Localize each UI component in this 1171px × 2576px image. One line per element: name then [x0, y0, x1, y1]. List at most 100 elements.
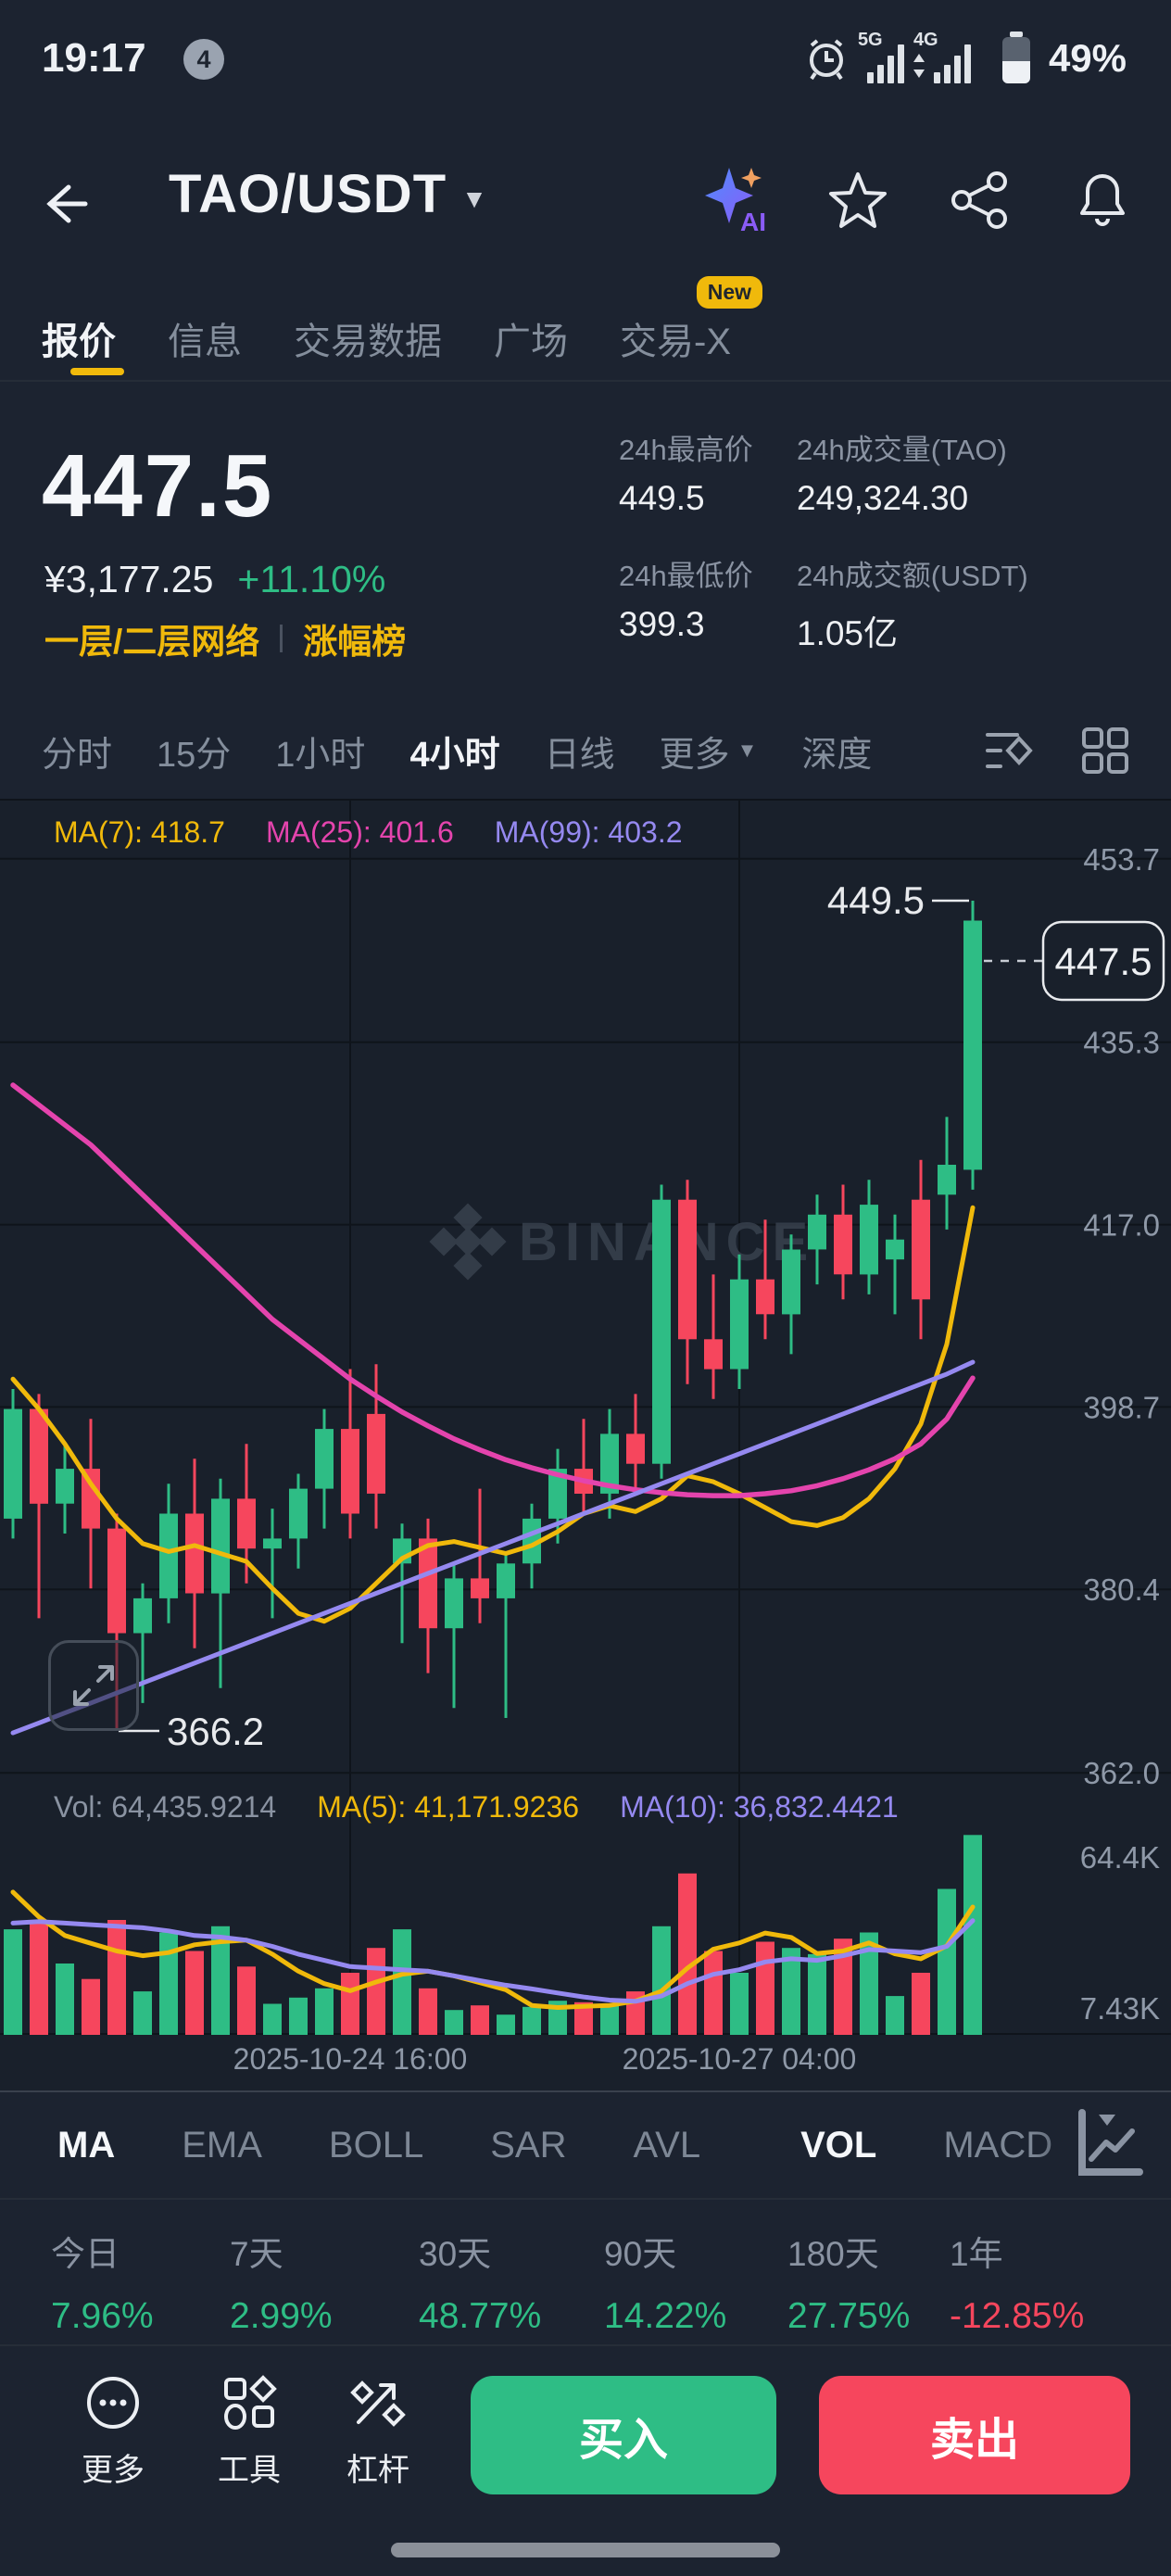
stat-label: 24h最高价	[619, 434, 753, 466]
share-icon[interactable]	[949, 169, 1012, 232]
nav-tab-bar: 报价 信息 交易数据 广场 交易-X New	[0, 276, 1171, 382]
buy-button[interactable]: 买入	[471, 2376, 776, 2494]
legend-item: MA(25): 401.6	[265, 815, 454, 849]
perf-value: 48.77%	[419, 2296, 542, 2336]
indicator-tab-boll[interactable]: BOLL	[328, 2124, 424, 2166]
tools-label: 工具	[218, 2453, 281, 2488]
timeframe-日线[interactable]: 日线	[544, 735, 615, 775]
tab-信息[interactable]: 信息	[168, 322, 242, 362]
volume-axis-label: 7.43K	[1080, 1991, 1160, 2026]
symbol-selector[interactable]: TAO/USDT ▼	[169, 163, 487, 225]
timeframe-深度[interactable]: 深度	[801, 735, 873, 775]
tf-icon-group	[982, 724, 1171, 777]
timeframe-更多[interactable]: 更多 ▼	[659, 735, 758, 775]
notification-count-badge: 4	[183, 39, 224, 80]
tab-广场[interactable]: 广场	[494, 322, 568, 362]
y-axis-label: 453.7	[1083, 842, 1160, 877]
home-indicator[interactable]	[391, 2543, 780, 2557]
x-axis-dates: 2025-10-24 16:00 2025-10-27 04:00	[0, 2035, 1171, 2090]
more-label: 更多	[82, 2453, 145, 2488]
battery-icon	[1001, 32, 1032, 85]
timeframe-15分[interactable]: 15分	[157, 735, 232, 775]
divider	[280, 625, 283, 652]
stat-value: 399.3	[619, 605, 705, 643]
timeframe-分时[interactable]: 分时	[42, 735, 113, 775]
perf-label: 90天	[604, 2235, 677, 2273]
high-price-callout: 449.5	[827, 878, 925, 922]
indicator-tab-bar: MAEMABOLLSARAVLVOLMACDRSI	[0, 2092, 1171, 2198]
legend-item: MA(5): 41,171.9236	[317, 1790, 580, 1824]
volume-axis-label: 64.4K	[1080, 1840, 1160, 1875]
stat-label: 24h最低价	[619, 560, 753, 592]
stat-item: 24h成交量(TAO) 249,324.30	[797, 426, 1007, 518]
tools-button[interactable]: 工具	[198, 2374, 300, 2490]
leverage-button[interactable]: 杠杆	[327, 2374, 429, 2490]
divider	[0, 2344, 1171, 2346]
date-label: 2025-10-24 16:00	[233, 2042, 468, 2076]
legend-item: MA(10): 36,832.4421	[620, 1790, 899, 1824]
y-axis-label: 398.7	[1083, 1390, 1160, 1424]
indicator-tab-ma[interactable]: MA	[57, 2124, 116, 2166]
indicator-tab-ema[interactable]: EMA	[182, 2124, 262, 2166]
fullscreen-expand-button[interactable]	[48, 1640, 139, 1731]
divider	[0, 380, 1171, 382]
perf-label: 1年	[950, 2235, 1003, 2273]
tag-network[interactable]: 一层/二层网络	[44, 623, 260, 661]
back-button[interactable]	[37, 176, 93, 232]
chart-style-picker-icon[interactable]	[1067, 2105, 1145, 2183]
perf-value: -12.85%	[950, 2296, 1085, 2336]
legend-item: MA(99): 403.2	[494, 815, 683, 849]
indicator-settings-icon[interactable]	[982, 724, 1036, 777]
new-badge: New	[696, 276, 762, 309]
perf-value: 7.96%	[51, 2296, 154, 2336]
price-change-percent: +11.10%	[237, 558, 386, 600]
legend-item: Vol: 64,435.9214	[54, 1790, 277, 1824]
indicator-tab-sar[interactable]: SAR	[490, 2124, 567, 2166]
perf-col-今日: 今日 7.96%	[51, 2226, 154, 2337]
timeframe-bar: 分时 15分 1小时 4小时 日线 更多 ▼ 深度	[0, 702, 1171, 799]
indicator-tab-avl[interactable]: AVL	[633, 2124, 701, 2166]
sell-button[interactable]: 卖出	[819, 2376, 1130, 2494]
tab-交易-X[interactable]: 交易-X New	[620, 276, 762, 365]
divider	[0, 2090, 1171, 2092]
more-button[interactable]: 更多	[62, 2374, 164, 2490]
grid-layout-icon[interactable]	[1078, 724, 1132, 777]
leverage-label: 杠杆	[346, 2453, 409, 2488]
perf-col-180天: 180天 27.75%	[787, 2226, 910, 2337]
date-label: 2025-10-27 04:00	[622, 2042, 857, 2076]
tab-报价[interactable]: 报价	[42, 322, 116, 362]
timeframe-4小时[interactable]: 4小时	[409, 735, 500, 775]
perf-col-30天: 30天 48.77%	[419, 2226, 541, 2337]
signal-4g-icon: 4G	[913, 30, 984, 83]
timeframe-1小时[interactable]: 1小时	[275, 735, 366, 775]
bottom-action-bar: 更多 工具 杠杆 买入 卖出	[0, 2365, 1171, 2532]
perf-value: 2.99%	[230, 2296, 333, 2336]
ai-assistant-button[interactable]: AI	[704, 168, 767, 234]
clock-time: 19:17	[42, 35, 146, 81]
divider	[0, 2198, 1171, 2200]
price-section: 447.5 ¥3,177.25 +11.10% 一层/二层网络 涨幅榜 24h最…	[0, 398, 1171, 676]
bell-icon[interactable]	[1071, 169, 1134, 232]
signal-5g-icon: 5G	[858, 30, 917, 83]
y-axis-label: 362.0	[1083, 1756, 1160, 1790]
perf-label: 180天	[787, 2235, 879, 2273]
chevron-down-icon: ▼	[737, 739, 758, 762]
perf-col-1年: 1年 -12.85%	[950, 2226, 1084, 2337]
perf-label: 7天	[230, 2235, 283, 2273]
perf-value: 14.22%	[604, 2296, 727, 2336]
stat-label: 24h成交量(TAO)	[797, 434, 1007, 466]
tab-交易数据[interactable]: 交易数据	[294, 322, 442, 362]
stat-item: 24h最低价 399.3	[619, 552, 753, 644]
indicator-tab-vol[interactable]: VOL	[800, 2124, 877, 2166]
stat-value: 1.05亿	[797, 614, 899, 652]
last-price-callout: 447.5	[1054, 940, 1152, 983]
kline-chart[interactable]: BINANCE 449.5 366.2 447.5 453.7 435.3 417.0 398…	[0, 799, 1171, 2035]
stat-value: 449.5	[619, 479, 705, 517]
chevron-down-icon: ▼	[461, 183, 487, 213]
performance-section: 今日 7.96% 7天 2.99% 30天 48.77% 90天 14.22% 180天 27.7…	[0, 2226, 1171, 2337]
tag-gainers[interactable]: 涨幅榜	[303, 623, 407, 661]
binance-watermark: BINANCE	[429, 1203, 808, 1281]
favorite-star-icon[interactable]	[826, 169, 889, 232]
low-price-callout: 366.2	[167, 1710, 264, 1753]
